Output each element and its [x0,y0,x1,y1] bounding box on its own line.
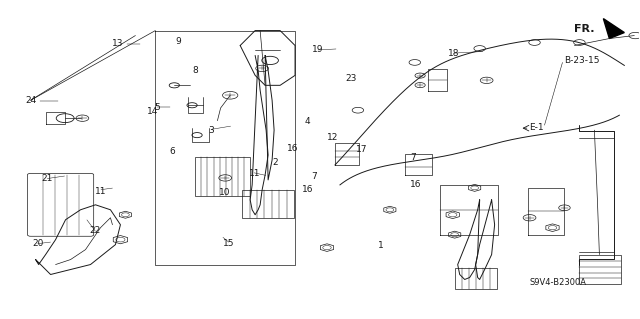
Bar [242,190,294,218]
Text: 23: 23 [345,74,356,83]
Text: 16: 16 [410,181,422,189]
Text: E-1: E-1 [529,122,544,132]
Text: FR.: FR. [575,24,595,33]
Text: 2: 2 [273,158,278,167]
Text: 12: 12 [327,133,339,142]
Text: 7: 7 [311,173,317,182]
Text: 7: 7 [410,153,415,162]
Text: 16: 16 [301,185,313,194]
Text: 11: 11 [95,187,107,196]
Text: S9V4-B2300A: S9V4-B2300A [529,278,586,287]
Text: 11: 11 [248,169,260,178]
Bar [579,255,621,285]
Text: 22: 22 [90,226,101,235]
Text: 10: 10 [218,188,230,197]
Text: 19: 19 [312,45,324,55]
Text: 9: 9 [175,38,181,47]
Text: 14: 14 [147,108,158,116]
Text: 1: 1 [378,241,383,250]
Text: 20: 20 [32,239,44,248]
Text: 18: 18 [449,48,460,58]
Polygon shape [604,19,625,39]
Text: 5: 5 [154,103,160,112]
Text: 4: 4 [305,117,310,126]
Text: 21: 21 [42,174,53,183]
Text: 24: 24 [26,96,37,105]
Text: 16: 16 [287,144,298,153]
Text: 13: 13 [112,39,124,48]
Text: 8: 8 [193,66,198,75]
Text: 15: 15 [223,239,234,248]
Bar [454,268,497,289]
Text: 17: 17 [356,145,367,154]
Bar [195,157,250,196]
Text: 6: 6 [169,147,175,156]
Text: 3: 3 [209,126,214,135]
Text: B-23-15: B-23-15 [564,56,600,65]
